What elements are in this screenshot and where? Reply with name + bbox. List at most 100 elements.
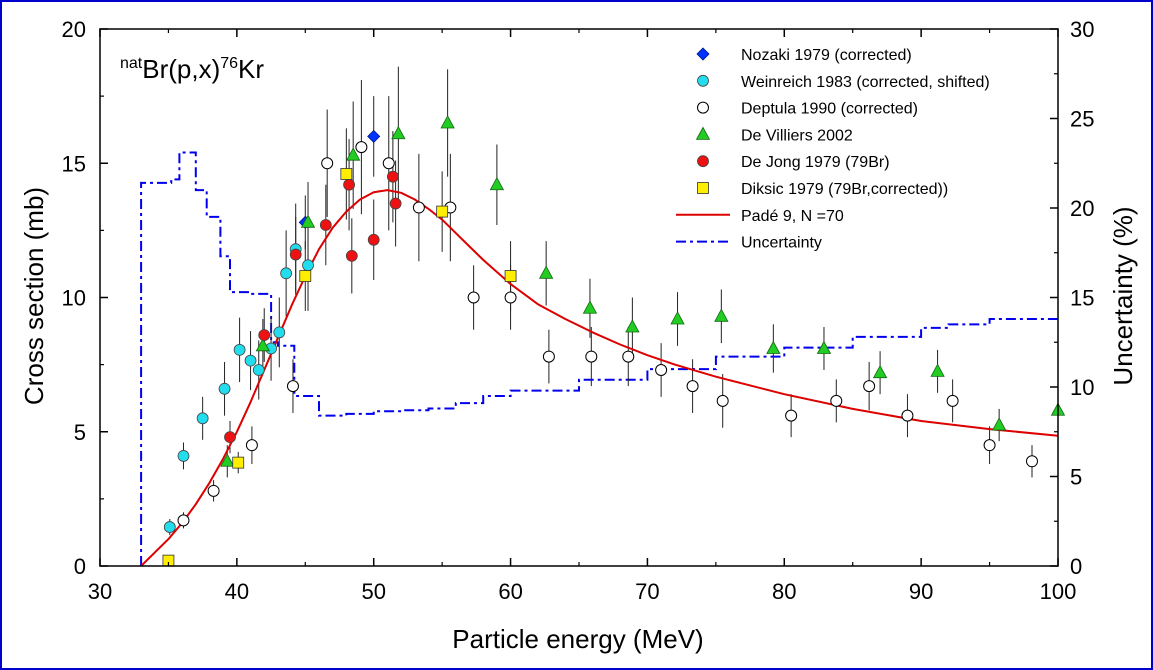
point-deptula-1990-corrected (830, 394, 843, 407)
legend-marker (697, 182, 709, 194)
point-de-jong-1979-79br (367, 233, 380, 246)
point-diksic-1979-79br-corrected (232, 456, 245, 469)
pade-fit-curve (140, 189, 1059, 567)
point-de-jong-1979-79br (224, 431, 236, 444)
point-weinreich-1983-corrected-shifted (252, 364, 265, 376)
point-de-villiers-2002 (391, 125, 406, 140)
legend-label: Nozaki 1979 (corrected) (741, 47, 912, 64)
point-deptula-1990-corrected (412, 201, 425, 214)
point-diksic-1979-79br-corrected (340, 168, 353, 180)
point-weinreich-1983-corrected-shifted (273, 326, 286, 339)
legend-label: De Villiers 2002 (741, 127, 853, 144)
point-deptula-1990-corrected (863, 380, 876, 393)
point-weinreich-1983-corrected-shifted (244, 354, 257, 367)
point-de-villiers-2002 (346, 147, 361, 161)
point-deptula-1990-corrected (382, 157, 395, 170)
point-weinreich-1983-corrected-shifted (302, 259, 314, 272)
data-markers (162, 115, 1066, 567)
point-de-villiers-2002 (538, 265, 554, 279)
y-tick-label: 20 (62, 17, 86, 42)
legend-marker (697, 155, 709, 168)
y2-tick-label: 20 (1070, 196, 1094, 221)
point-de-villiers-2002 (714, 308, 729, 322)
point-de-jong-1979-79br (386, 170, 399, 183)
point-deptula-1990-corrected (321, 157, 334, 170)
y2-tick-label: 25 (1070, 107, 1094, 132)
legend-marker (695, 126, 711, 140)
x-tick-label: 40 (225, 579, 249, 604)
y2-tick-label: 10 (1070, 375, 1094, 400)
point-deptula-1990-corrected (655, 363, 668, 376)
point-de-villiers-2002 (816, 340, 832, 354)
point-deptula-1990-corrected (946, 394, 959, 407)
point-de-villiers-2002 (489, 176, 505, 191)
point-diksic-1979-79br-corrected (504, 270, 517, 282)
point-de-jong-1979-79br (289, 248, 302, 261)
x-axis-title: Particle energy (MeV) (452, 624, 703, 654)
point-de-jong-1979-79br (258, 329, 271, 341)
point-de-villiers-2002 (220, 453, 235, 467)
point-de-villiers-2002 (991, 417, 1007, 431)
reaction-label-mass: 76 (220, 55, 238, 72)
point-diksic-1979-79br-corrected (436, 205, 449, 218)
point-de-villiers-2002 (872, 364, 888, 379)
legend-marker (697, 74, 709, 87)
point-deptula-1990-corrected (716, 394, 729, 407)
x-tick-label: 80 (772, 579, 796, 604)
x-tick-label: 100 (1040, 579, 1077, 604)
point-deptula-1990-corrected (245, 439, 258, 452)
point-deptula-1990-corrected (686, 380, 699, 393)
fit-layer (140, 189, 1059, 567)
reaction-label-natural: nat (120, 55, 143, 72)
x-tick-label: 30 (88, 579, 112, 604)
y-tick-label: 0 (74, 554, 86, 579)
y2-tick-label: 0 (1070, 554, 1082, 579)
legend-label: Weinreich 1983 (corrected, shifted) (741, 74, 990, 91)
legend-label: Diksic 1979 (79Br,corrected)) (741, 181, 948, 198)
y-tick-label: 15 (62, 151, 86, 176)
y2-axis-title: Uncertainty (%) (1108, 206, 1138, 385)
x-tick-label: 60 (498, 579, 522, 604)
y2-tick-label: 5 (1070, 465, 1082, 490)
y-tick-label: 10 (62, 286, 86, 311)
legend-marker (697, 101, 709, 114)
point-deptula-1990-corrected (504, 291, 517, 304)
point-de-villiers-2002 (255, 337, 271, 352)
y-axis-title: Cross section (mb) (19, 187, 49, 405)
point-deptula-1990-corrected (286, 380, 299, 393)
point-de-villiers-2002 (670, 311, 685, 325)
point-weinreich-1983-corrected-shifted (233, 343, 246, 356)
uncertainty-layer (140, 151, 1058, 566)
point-de-jong-1979-79br (389, 197, 402, 210)
point-deptula-1990-corrected (901, 409, 914, 422)
point-deptula-1990-corrected (785, 409, 798, 422)
point-weinreich-1983-corrected-shifted (163, 521, 176, 533)
legend-label: De Jong 1979 (79Br) (741, 154, 890, 171)
y2-tick-label: 30 (1070, 17, 1094, 42)
point-de-jong-1979-79br (343, 178, 355, 191)
point-diksic-1979-79br-corrected (299, 270, 312, 282)
legend: Nozaki 1979 (corrected) Weinreich 1983 (c… (676, 47, 990, 252)
point-nozaki-1979-corrected (367, 129, 381, 143)
legend-label: Padé 9, N =70 (741, 208, 844, 225)
point-de-jong-1979-79br (345, 249, 358, 262)
reaction-label-product: Kr (238, 54, 264, 84)
point-de-villiers-2002 (766, 340, 781, 354)
point-de-villiers-2002 (930, 363, 945, 377)
point-deptula-1990-corrected (1025, 455, 1038, 468)
point-deptula-1990-corrected (585, 350, 598, 363)
legend-marker (696, 47, 710, 61)
point-de-villiers-2002 (625, 319, 640, 333)
point-deptula-1990-corrected (355, 141, 368, 154)
legend-label: Uncertainty (741, 235, 822, 252)
error-bars (167, 66, 1059, 562)
point-deptula-1990-corrected (622, 350, 635, 363)
x-tick-label: 50 (361, 579, 385, 604)
x-tick-label: 90 (909, 579, 933, 604)
point-de-villiers-2002 (300, 214, 316, 228)
point-de-villiers-2002 (582, 300, 598, 314)
reaction-label: natBr(p,x)76Kr (120, 54, 264, 84)
